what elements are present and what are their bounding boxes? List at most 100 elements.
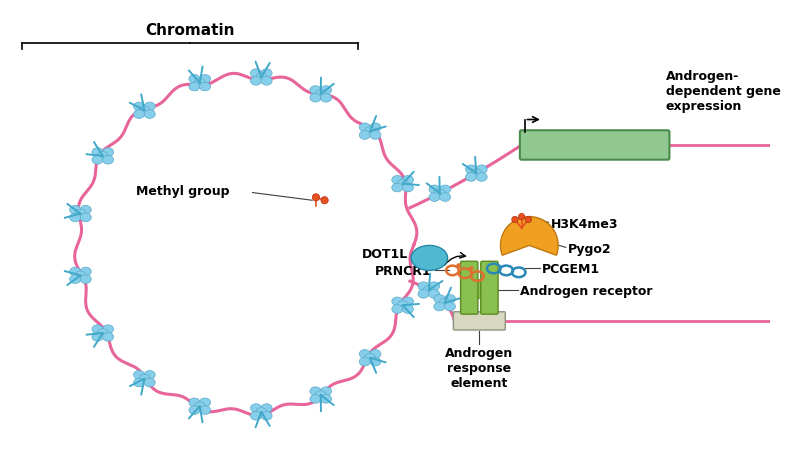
Ellipse shape xyxy=(471,169,482,178)
Ellipse shape xyxy=(80,268,91,276)
Ellipse shape xyxy=(397,301,408,310)
Ellipse shape xyxy=(315,391,326,400)
Ellipse shape xyxy=(261,412,272,420)
FancyBboxPatch shape xyxy=(476,280,483,299)
Ellipse shape xyxy=(466,173,477,182)
Ellipse shape xyxy=(445,302,455,311)
Ellipse shape xyxy=(418,290,429,299)
Ellipse shape xyxy=(261,69,272,78)
Ellipse shape xyxy=(256,74,267,82)
Text: Methyl group: Methyl group xyxy=(136,185,230,198)
Ellipse shape xyxy=(70,213,81,222)
Ellipse shape xyxy=(310,387,321,396)
Ellipse shape xyxy=(359,124,370,132)
Ellipse shape xyxy=(261,404,272,413)
Ellipse shape xyxy=(144,371,155,379)
Ellipse shape xyxy=(359,357,370,366)
Ellipse shape xyxy=(402,184,414,193)
Ellipse shape xyxy=(250,412,262,420)
FancyBboxPatch shape xyxy=(520,131,670,160)
Ellipse shape xyxy=(310,87,321,95)
Ellipse shape xyxy=(250,77,262,86)
Ellipse shape xyxy=(445,295,455,304)
Ellipse shape xyxy=(199,398,210,407)
Ellipse shape xyxy=(466,166,477,174)
Ellipse shape xyxy=(261,77,272,86)
Ellipse shape xyxy=(418,282,429,291)
Ellipse shape xyxy=(370,357,381,366)
Ellipse shape xyxy=(434,295,445,304)
Ellipse shape xyxy=(98,152,108,161)
Ellipse shape xyxy=(134,111,145,119)
Ellipse shape xyxy=(92,333,103,341)
Ellipse shape xyxy=(434,189,446,198)
Ellipse shape xyxy=(370,350,381,358)
Ellipse shape xyxy=(134,378,145,387)
Ellipse shape xyxy=(92,156,103,165)
Ellipse shape xyxy=(370,124,381,132)
Ellipse shape xyxy=(189,398,200,407)
Text: DOT1L: DOT1L xyxy=(362,247,408,260)
Ellipse shape xyxy=(439,186,450,194)
Ellipse shape xyxy=(80,275,91,284)
Circle shape xyxy=(456,263,461,269)
Ellipse shape xyxy=(102,156,114,165)
Ellipse shape xyxy=(392,305,403,314)
Circle shape xyxy=(512,217,518,223)
Ellipse shape xyxy=(144,378,155,387)
Ellipse shape xyxy=(194,79,206,88)
Ellipse shape xyxy=(199,75,210,84)
Text: PRNCR1: PRNCR1 xyxy=(374,264,431,277)
Ellipse shape xyxy=(310,394,321,403)
Ellipse shape xyxy=(250,69,262,78)
Ellipse shape xyxy=(250,404,262,413)
Ellipse shape xyxy=(402,176,414,185)
Ellipse shape xyxy=(139,375,150,383)
Ellipse shape xyxy=(411,246,448,271)
Ellipse shape xyxy=(80,206,91,214)
Text: Androgen receptor: Androgen receptor xyxy=(520,284,652,297)
Ellipse shape xyxy=(402,305,414,314)
Ellipse shape xyxy=(370,131,381,140)
Circle shape xyxy=(518,214,525,220)
Text: H3K4me3: H3K4me3 xyxy=(550,217,618,230)
Ellipse shape xyxy=(189,75,200,84)
Ellipse shape xyxy=(321,87,331,95)
Ellipse shape xyxy=(423,286,434,295)
FancyBboxPatch shape xyxy=(454,312,506,330)
Ellipse shape xyxy=(102,149,114,157)
Ellipse shape xyxy=(92,149,103,157)
Ellipse shape xyxy=(139,106,150,115)
Ellipse shape xyxy=(80,213,91,222)
Ellipse shape xyxy=(194,402,206,411)
Ellipse shape xyxy=(365,354,376,363)
Text: PCGEM1: PCGEM1 xyxy=(542,263,600,275)
Ellipse shape xyxy=(70,206,81,214)
Ellipse shape xyxy=(315,90,326,99)
Ellipse shape xyxy=(102,325,114,334)
FancyBboxPatch shape xyxy=(461,262,478,314)
Ellipse shape xyxy=(75,210,86,219)
Ellipse shape xyxy=(134,103,145,112)
Ellipse shape xyxy=(310,94,321,103)
Ellipse shape xyxy=(98,329,108,338)
Ellipse shape xyxy=(429,194,440,202)
Ellipse shape xyxy=(321,94,331,103)
Ellipse shape xyxy=(92,325,103,334)
Ellipse shape xyxy=(189,83,200,92)
Circle shape xyxy=(469,267,474,271)
Ellipse shape xyxy=(70,268,81,276)
Ellipse shape xyxy=(359,131,370,140)
Text: Pygo2: Pygo2 xyxy=(568,242,611,255)
Ellipse shape xyxy=(144,111,155,119)
Ellipse shape xyxy=(321,387,331,396)
Ellipse shape xyxy=(429,290,440,299)
Ellipse shape xyxy=(102,333,114,341)
Ellipse shape xyxy=(199,83,210,92)
Ellipse shape xyxy=(476,166,487,174)
Ellipse shape xyxy=(402,297,414,306)
Text: Androgen
response
element: Androgen response element xyxy=(446,347,514,389)
Ellipse shape xyxy=(439,299,450,307)
Ellipse shape xyxy=(429,186,440,194)
Ellipse shape xyxy=(70,275,81,284)
